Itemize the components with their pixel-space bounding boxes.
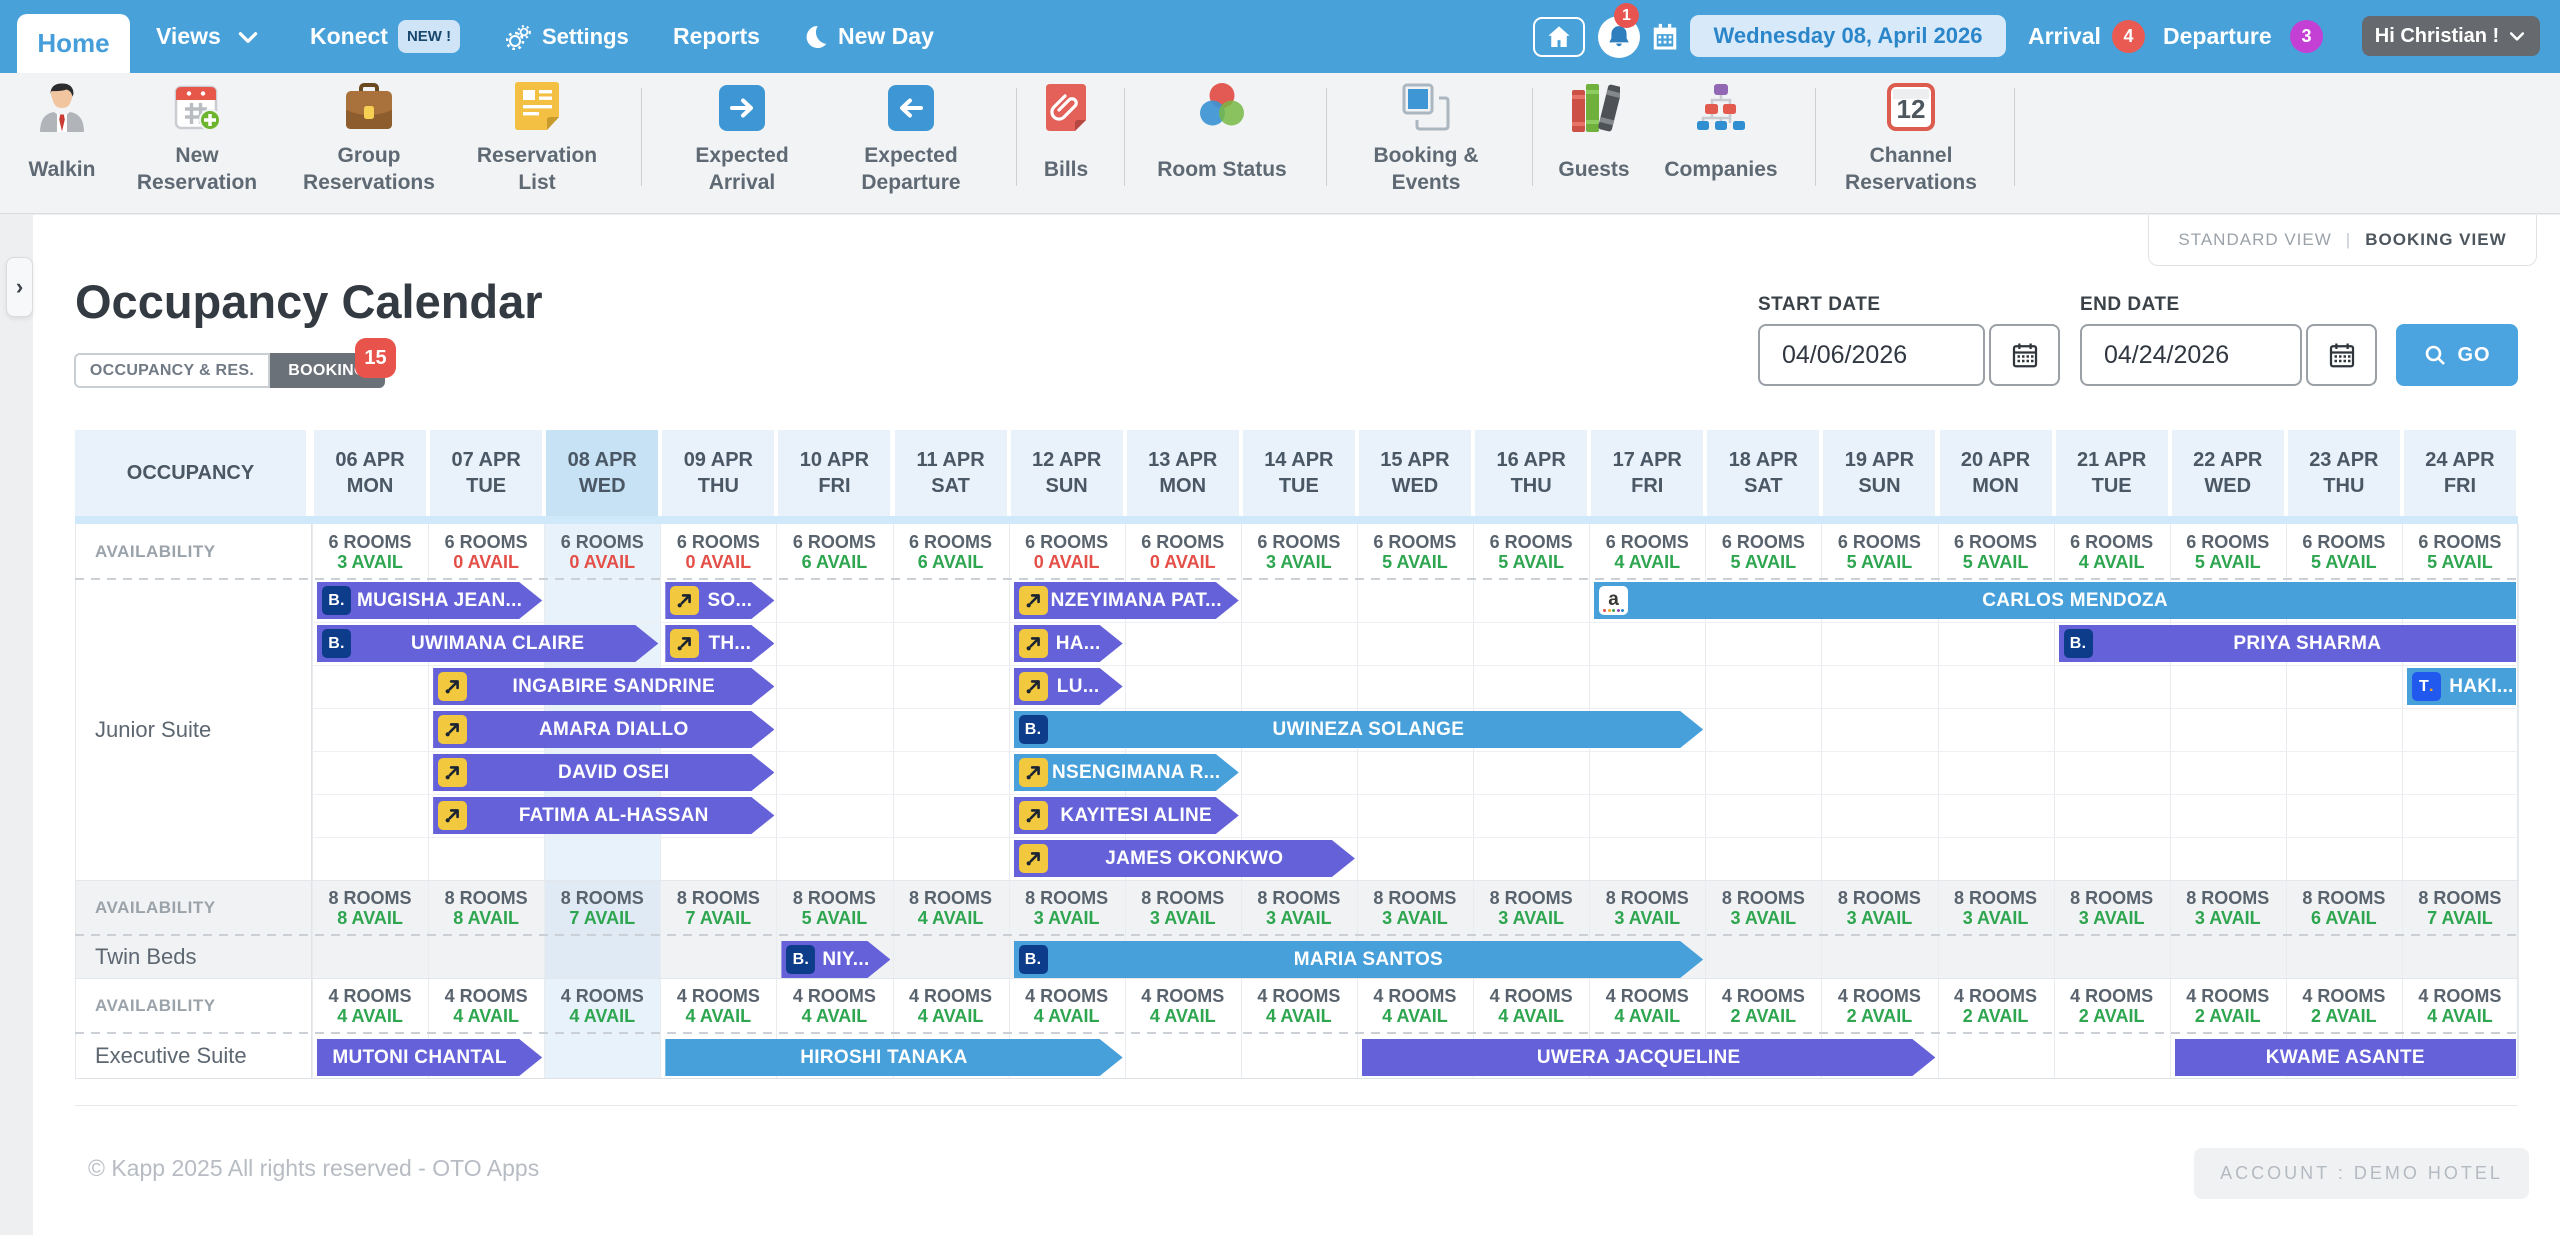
svg-text:12: 12: [1897, 94, 1926, 124]
